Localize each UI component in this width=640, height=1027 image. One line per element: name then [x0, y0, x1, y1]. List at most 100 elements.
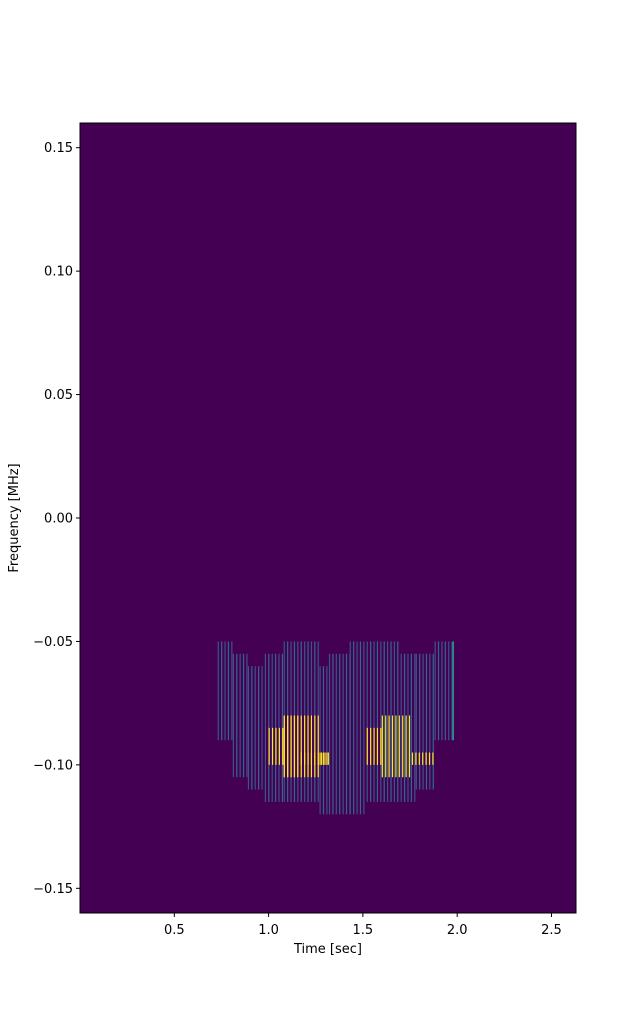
high-energy-cell	[408, 715, 411, 778]
high-energy-cell	[290, 715, 292, 778]
low-energy-cell	[328, 653, 331, 815]
y-tick-label: −0.15	[33, 882, 73, 897]
x-tick-label: 1.0	[258, 923, 279, 938]
high-energy-cell	[287, 715, 289, 778]
y-tick-label: 0.15	[44, 141, 73, 156]
low-energy-cell	[264, 653, 267, 802]
high-energy-cell	[395, 715, 397, 778]
low-energy-cell	[414, 653, 416, 802]
low-energy-cell	[415, 653, 417, 790]
low-energy-cell	[437, 641, 440, 741]
low-energy-cell	[390, 641, 392, 802]
low-energy-cell	[254, 666, 256, 790]
low-energy-cell	[425, 653, 428, 790]
high-energy-cell	[366, 727, 368, 765]
y-tick-label: −0.05	[33, 635, 73, 650]
plot-area	[79, 122, 577, 914]
low-energy-cell	[366, 641, 368, 802]
high-energy-cell	[317, 715, 319, 778]
high-energy-cell	[271, 727, 274, 765]
high-energy-cell	[304, 715, 306, 778]
high-energy-cell	[300, 715, 302, 778]
low-energy-cell	[448, 641, 450, 741]
low-energy-cell	[410, 653, 412, 802]
accent-cell	[452, 641, 454, 741]
high-energy-cell	[370, 727, 372, 765]
heatmap-cells	[217, 641, 454, 815]
high-energy-cell	[321, 752, 323, 765]
high-energy-cell	[314, 752, 316, 765]
high-energy-cell	[376, 727, 379, 765]
high-energy-cell	[304, 752, 306, 765]
x-tick-label: 2.5	[541, 923, 562, 938]
low-energy-cell	[349, 641, 351, 815]
high-energy-cell	[314, 715, 316, 778]
low-energy-cell	[242, 653, 245, 778]
low-energy-cell	[444, 641, 446, 741]
high-energy-cell	[415, 752, 417, 765]
high-energy-cell	[398, 715, 400, 778]
high-energy-cell	[402, 715, 404, 778]
low-energy-cell	[400, 653, 402, 802]
y-tick-label: 0.10	[44, 265, 73, 280]
low-energy-cell	[251, 666, 253, 790]
high-energy-cell	[322, 752, 325, 765]
low-energy-cell	[227, 641, 230, 741]
low-energy-cell	[373, 641, 375, 802]
high-energy-cell	[327, 752, 329, 765]
low-energy-cell	[422, 653, 424, 790]
high-energy-cell	[380, 727, 382, 765]
low-energy-cell	[404, 653, 406, 802]
y-axis-label: Frequency [MHz]	[7, 463, 22, 572]
low-energy-cell	[345, 653, 348, 815]
high-energy-cell	[422, 752, 424, 765]
high-energy-cell	[319, 752, 321, 765]
low-energy-cell	[393, 641, 396, 802]
high-energy-cell	[275, 727, 277, 765]
low-energy-cell	[380, 641, 382, 802]
low-energy-cell	[231, 641, 233, 741]
high-energy-cell	[385, 715, 387, 778]
low-energy-cell	[258, 666, 260, 790]
y-tick-label: 0.05	[44, 388, 73, 403]
low-energy-cell	[221, 641, 223, 741]
heatmap-background	[80, 123, 576, 913]
high-energy-cell	[317, 752, 319, 765]
high-energy-cell	[326, 752, 328, 765]
y-tick-label: −0.10	[33, 758, 73, 773]
low-energy-cell	[383, 641, 385, 802]
x-tick-label: 1.5	[353, 923, 374, 938]
high-energy-cell	[307, 752, 309, 765]
high-energy-cell	[282, 727, 284, 765]
low-energy-cell	[419, 653, 421, 790]
low-energy-cell	[217, 641, 219, 741]
low-energy-cell	[326, 666, 328, 815]
low-energy-cell	[432, 653, 434, 790]
low-energy-cell	[247, 666, 250, 790]
high-energy-cell	[278, 727, 280, 765]
low-energy-cell	[239, 653, 241, 778]
high-energy-cell	[300, 752, 302, 765]
high-energy-cell	[432, 752, 434, 765]
y-tick-label: 0.00	[44, 512, 73, 527]
low-energy-cell	[434, 641, 436, 741]
low-energy-cell	[236, 653, 238, 778]
high-energy-cell	[391, 715, 394, 778]
low-energy-cell	[232, 653, 234, 778]
high-energy-cell	[373, 727, 375, 765]
x-axis: 0.5 1.0 1.5 2.0 2.5	[164, 913, 562, 938]
high-energy-cell	[268, 727, 270, 765]
high-energy-cell	[293, 715, 296, 778]
high-energy-cell	[381, 715, 383, 778]
low-energy-cell	[370, 641, 372, 802]
high-energy-cell	[297, 715, 299, 778]
low-energy-cell	[356, 641, 358, 815]
low-energy-cell	[359, 641, 362, 815]
low-energy-cell	[224, 641, 226, 741]
x-axis-label: Time [sec]	[293, 942, 362, 957]
high-energy-cell	[307, 715, 309, 778]
low-energy-cell	[397, 641, 399, 802]
low-energy-cell	[332, 653, 334, 815]
x-tick-label: 0.5	[164, 923, 185, 938]
